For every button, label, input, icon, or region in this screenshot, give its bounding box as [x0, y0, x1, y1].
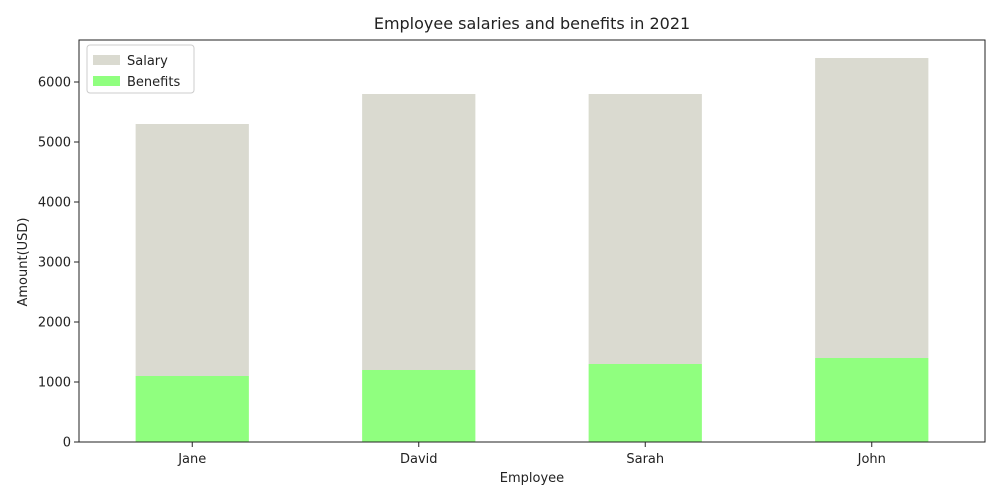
y-tick-label: 0 [63, 436, 71, 451]
x-tick-label: Sarah [626, 452, 664, 467]
chart-title: Employee salaries and benefits in 2021 [374, 14, 690, 33]
legend-label-salary: Salary [127, 54, 168, 69]
x-tick-label: David [400, 452, 438, 467]
x-tick-label: John [857, 452, 886, 467]
plot-frame [78, 39, 986, 443]
bar-salary-sarah [588, 94, 702, 364]
bars-group [135, 58, 929, 442]
bar-benefits-jane [135, 376, 249, 442]
legend-label-benefits: Benefits [127, 75, 180, 90]
legend-swatch-salary [93, 55, 120, 65]
bar-salary-jane [135, 124, 249, 376]
bar-benefits-david [362, 370, 476, 442]
x-tick-label: Jane [177, 452, 206, 467]
y-tick-label: 6000 [38, 76, 71, 91]
y-tick-label: 4000 [38, 196, 71, 211]
bar-benefits-sarah [588, 364, 702, 442]
bar-benefits-john [815, 358, 929, 442]
x-axis-label: Employee [500, 471, 564, 486]
y-tick-label: 1000 [38, 376, 71, 391]
bar-salary-john [815, 58, 929, 358]
legend: Salary Benefits [86, 44, 195, 94]
y-tick-label: 5000 [38, 136, 71, 151]
y-tick-label: 3000 [38, 256, 71, 271]
axes-group: Jane David Sarah John 0 1000 2000 3000 4000 5000 6… [38, 39, 986, 467]
legend-swatch-benefits [93, 76, 120, 86]
y-axis-label: Amount(USD) [16, 217, 31, 306]
bar-salary-david [362, 94, 476, 370]
y-tick-label: 2000 [38, 316, 71, 331]
